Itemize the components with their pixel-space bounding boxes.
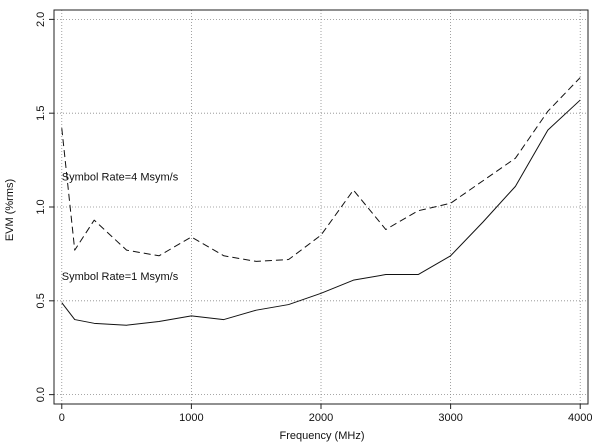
series-annotation: Symbol Rate=4 Msym/s (62, 172, 179, 184)
y-tick-label: 1.0 (35, 199, 47, 214)
grid-layer (54, 10, 588, 404)
series-layer (61, 77, 581, 326)
x-axis-title: Frequency (MHz) (280, 430, 365, 442)
x-tick-label: 4000 (568, 412, 592, 424)
y-tick-label: 0.5 (35, 293, 47, 308)
series-annotation: Symbol Rate=1 Msym/s (62, 271, 179, 283)
x-tick-label: 1000 (179, 412, 203, 424)
x-tick-label: 2000 (309, 412, 333, 424)
y-tick-label: 1.5 (35, 106, 47, 121)
y-tick-label: 2.0 (35, 12, 47, 27)
x-tick-label: 3000 (438, 412, 462, 424)
y-tick-label: 0.0 (35, 387, 47, 402)
y-axis-title: EVM (%rms) (4, 179, 16, 241)
tick-layer: 0 1000 2000 3000 4000 0.0 0.5 1.0 1.5 2.0 (35, 12, 592, 424)
annotation-layer: Symbol Rate=4 Msym/s Symbol Rate=1 Msym/s (62, 172, 179, 283)
series-line-solid (61, 99, 581, 326)
series-line-dashed (61, 77, 581, 262)
x-tick-label: 0 (59, 412, 65, 424)
